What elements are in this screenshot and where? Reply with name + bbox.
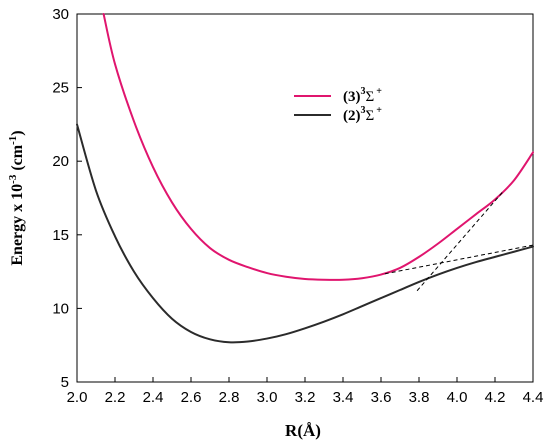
x-tick-label: 2.0 (67, 389, 88, 406)
y-tick-label: 20 (52, 153, 69, 170)
plot-frame (76, 13, 534, 383)
legend: (3)3Σ + (2)3Σ + (294, 86, 382, 124)
series-line-1 (102, 13, 534, 281)
y-tick-label: 10 (52, 300, 69, 317)
y-tick-label: 25 (52, 80, 69, 97)
x-tick-label: 4.4 (523, 389, 544, 406)
x-tick-label: 4.2 (485, 389, 506, 406)
legend-label-series-1: (3)3Σ + (343, 86, 382, 105)
y-tick-label: 30 (52, 6, 69, 23)
y-axis-ticks: 5 10 15 20 25 30 (52, 6, 82, 391)
x-tick-label: 3.0 (257, 389, 278, 406)
dashed-line-1 (384, 244, 534, 275)
y-tick-label: 5 (61, 374, 69, 391)
x-tick-label: 2.6 (181, 389, 202, 406)
x-tick-label: 4.0 (447, 389, 468, 406)
dashed-lines (384, 191, 534, 292)
dashed-line-2 (416, 191, 503, 292)
x-tick-label: 2.4 (143, 389, 164, 406)
x-tick-label: 2.2 (105, 389, 126, 406)
y-axis-title: Energy x 10-3 (cm-1) (7, 130, 26, 265)
x-axis-title: R(Å) (285, 421, 321, 440)
x-axis-ticks: 2.0 2.2 2.4 2.6 2.8 3.0 3.2 3.4 3.6 3.8 4.0 4.2 4.4 (67, 377, 544, 406)
x-tick-label: 3.4 (333, 389, 354, 406)
y-tick-label: 15 (52, 227, 69, 244)
legend-label-series-2: (2)3Σ + (343, 105, 382, 124)
x-tick-label: 2.8 (219, 389, 240, 406)
series-line-2 (76, 123, 534, 344)
series-layer (76, 13, 534, 344)
x-tick-label: 3.8 (409, 389, 430, 406)
x-tick-label: 3.6 (371, 389, 392, 406)
x-tick-label: 3.2 (295, 389, 316, 406)
